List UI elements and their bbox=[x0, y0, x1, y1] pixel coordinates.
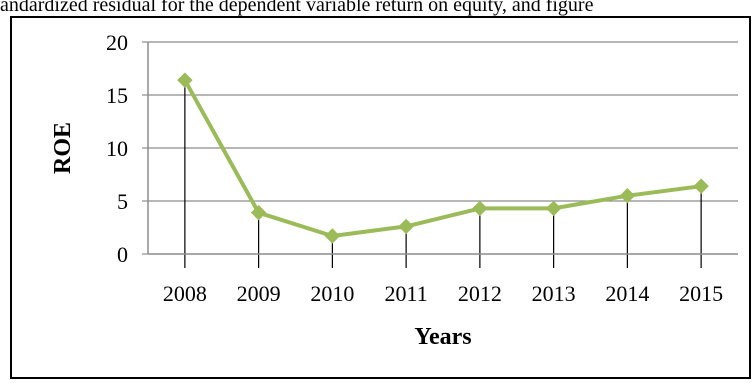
y-tick-labels: 0 5 10 15 20 bbox=[106, 30, 128, 267]
data-point-2013 bbox=[545, 200, 562, 217]
y-axis-title: ROE bbox=[50, 122, 76, 174]
y-tick-label-20: 20 bbox=[106, 30, 128, 55]
caption-fragment: andardized residual for the dependent va… bbox=[0, 0, 594, 16]
y-tick-label-10: 10 bbox=[106, 136, 128, 161]
data-point-2011 bbox=[398, 218, 414, 235]
drop-lines bbox=[184, 80, 702, 268]
x-tick-label-2015: 2015 bbox=[679, 281, 723, 306]
gridlines bbox=[148, 41, 738, 202]
y-tick-label-0: 0 bbox=[117, 242, 128, 267]
x-tick-label-2011: 2011 bbox=[385, 281, 428, 306]
series-line bbox=[182, 78, 704, 238]
y-tick-label-15: 15 bbox=[106, 83, 128, 108]
axes bbox=[142, 41, 738, 255]
data-point-2012 bbox=[472, 200, 488, 217]
x-tick-label-2009: 2009 bbox=[237, 281, 281, 306]
data-point-2008 bbox=[177, 72, 193, 88]
data-point-2010 bbox=[324, 228, 341, 244]
data-point-2014 bbox=[619, 187, 636, 204]
x-tick-label-2014: 2014 bbox=[605, 281, 649, 306]
roe-series-line bbox=[182, 78, 704, 238]
data-point-2009 bbox=[250, 204, 267, 221]
data-point-2015 bbox=[693, 178, 709, 194]
x-tick-label-2010: 2010 bbox=[310, 281, 354, 306]
series-markers bbox=[177, 72, 709, 244]
x-tick-labels: 2008 2009 2010 2011 2012 2013 2014 2015 bbox=[163, 281, 723, 306]
y-tick-label-5: 5 bbox=[117, 189, 128, 214]
x-tick-label-2008: 2008 bbox=[163, 281, 207, 306]
x-tick-label-2012: 2012 bbox=[458, 281, 502, 306]
x-tick-label-2013: 2013 bbox=[532, 281, 576, 306]
x-axis-title: Years bbox=[414, 324, 471, 350]
